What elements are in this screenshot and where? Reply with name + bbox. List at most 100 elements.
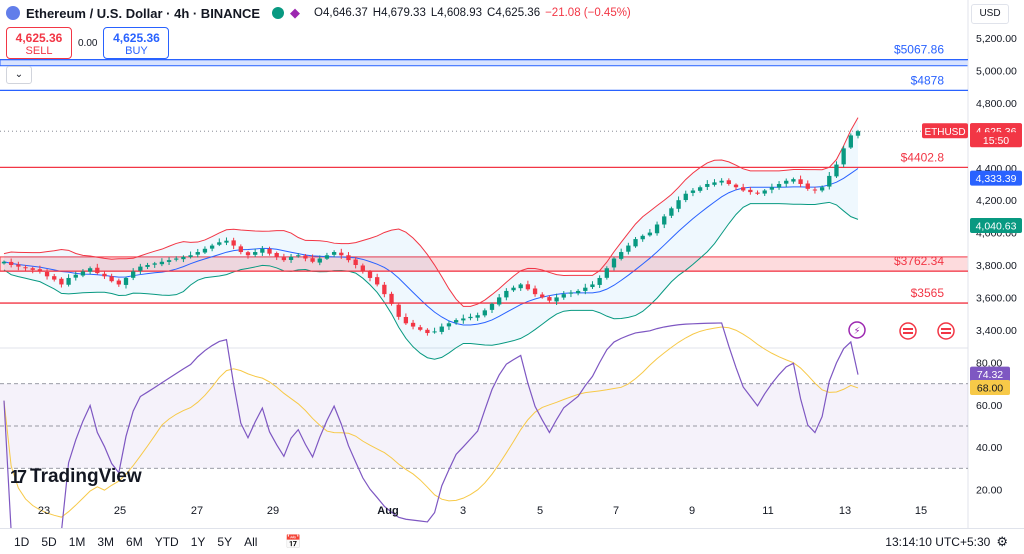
spread-value: 0.00 bbox=[78, 37, 98, 49]
price-axis: 5,200.005,000.004,800.004,600.004,400.00… bbox=[976, 33, 1017, 496]
range-5y[interactable]: 5Y bbox=[217, 534, 233, 549]
ohlc-values: O4,646.37 H4,679.33 L4,608.93 C4,625.36 … bbox=[314, 7, 631, 19]
time-tick: 13 bbox=[839, 505, 851, 517]
buy-price: 4,625.36 bbox=[113, 31, 160, 45]
candle-body bbox=[152, 263, 157, 265]
level-label-2: $4402.8 bbox=[901, 150, 945, 164]
candle-body bbox=[827, 175, 832, 187]
tradingview-logo: 17 TradingView bbox=[10, 466, 142, 488]
candle-body bbox=[274, 253, 279, 257]
level-label-4: $3565 bbox=[911, 286, 945, 300]
price-badge-bg-3 bbox=[970, 170, 1022, 186]
candle-body bbox=[461, 318, 466, 321]
candle-body bbox=[748, 189, 753, 193]
price-badge-2: 15:50 bbox=[983, 135, 1009, 147]
bollinger-bands bbox=[3, 117, 859, 360]
candle-body bbox=[798, 179, 803, 184]
candle-body bbox=[561, 294, 566, 298]
time-tick: 23 bbox=[38, 505, 50, 517]
trade-panel: 4,625.36 SELL 0.00 4,625.36 BUY bbox=[6, 27, 170, 59]
bb-upper bbox=[3, 117, 859, 307]
candle-body bbox=[819, 187, 825, 191]
sell-price: 4,625.36 bbox=[15, 31, 63, 45]
bb-fill bbox=[4, 117, 858, 360]
collapse-chevron-icon[interactable]: ⌄ bbox=[6, 66, 32, 84]
candle-body bbox=[253, 252, 258, 255]
candle-body bbox=[568, 292, 574, 294]
candle-body bbox=[705, 184, 710, 187]
logo-text: TradingView bbox=[30, 466, 142, 487]
time-tick: 11 bbox=[762, 505, 773, 517]
candle-body bbox=[195, 252, 200, 255]
bottom-toolbar: 1D 5D 1M 3M 6M YTD 1Y 5Y All 📅 13:14:10 … bbox=[0, 528, 1024, 554]
candle-body bbox=[296, 255, 301, 257]
buy-button[interactable]: 4,625.36 BUY bbox=[103, 27, 170, 59]
range-3m[interactable]: 3M bbox=[97, 534, 115, 549]
candle-body bbox=[690, 190, 696, 193]
range-5d[interactable]: 5D bbox=[41, 534, 57, 549]
candle-body bbox=[791, 179, 796, 182]
price-badge-3: 4,333.39 bbox=[976, 173, 1017, 185]
candle-body bbox=[288, 256, 294, 260]
indicator-share-icon[interactable]: ◆ bbox=[290, 5, 301, 20]
candle-body bbox=[410, 322, 416, 327]
time-tick: 29 bbox=[267, 505, 279, 517]
clock-readout[interactable]: 13:14:10 UTC+5:30 bbox=[885, 534, 991, 549]
rsi-badge-bg-0 bbox=[970, 366, 1010, 382]
candle-body bbox=[425, 329, 430, 334]
gear-icon[interactable]: ⚙ bbox=[996, 533, 1008, 549]
price-tick: 5,200.00 bbox=[976, 33, 1017, 45]
candle-body bbox=[389, 293, 394, 304]
candle-body bbox=[504, 290, 509, 298]
bb-lower bbox=[3, 201, 859, 360]
price-tick: 5,000.00 bbox=[976, 66, 1017, 78]
time-axis: 23 25 27 29 Aug 3 5 7 9 11 13 15 bbox=[38, 505, 927, 517]
candle-body bbox=[159, 261, 165, 265]
candle-body bbox=[518, 284, 523, 289]
candle-body bbox=[676, 200, 681, 209]
candle-body bbox=[317, 258, 322, 263]
candle-body bbox=[654, 224, 660, 234]
currency-selector[interactable]: USD bbox=[971, 4, 1009, 24]
rsi-badge-0: 74.32 bbox=[977, 369, 1003, 381]
time-tick: 3 bbox=[460, 505, 466, 517]
candle-body bbox=[87, 268, 93, 272]
candle-body bbox=[590, 284, 595, 288]
range-all[interactable]: All bbox=[244, 534, 258, 549]
symbol-title[interactable]: Ethereum / U.S. Dollar · 4h · BINANCE bbox=[26, 5, 261, 21]
flag-stripe bbox=[903, 332, 913, 334]
range-1m[interactable]: 1M bbox=[68, 534, 86, 549]
flag-stripe bbox=[941, 332, 951, 334]
price-chart[interactable]: $5067.86 $4878 $4402.8 $3762.34 $3565 5,200.… bbox=[0, 0, 1024, 528]
candle-body bbox=[145, 265, 150, 267]
low-value: L4,608.93 bbox=[430, 7, 483, 19]
candle-body bbox=[697, 187, 703, 191]
candle-body bbox=[633, 239, 638, 247]
market-open-icon bbox=[272, 7, 285, 19]
range-1d[interactable]: 1D bbox=[14, 534, 30, 549]
range-ytd[interactable]: YTD bbox=[154, 534, 179, 549]
us-flag-event-icon bbox=[937, 322, 955, 340]
calendar-icon[interactable]: 📅 bbox=[285, 533, 302, 549]
candle-body bbox=[583, 287, 588, 291]
sell-button[interactable]: 4,625.36 SELL bbox=[6, 27, 72, 59]
candle-body bbox=[181, 256, 186, 260]
candle-body bbox=[339, 252, 344, 256]
candle-body bbox=[66, 277, 71, 285]
event-icons[interactable]: ⚡ bbox=[848, 321, 955, 340]
candle-body bbox=[511, 287, 516, 291]
range-6m[interactable]: 6M bbox=[126, 534, 143, 549]
candle-body bbox=[776, 184, 782, 188]
rsi-line bbox=[3, 322, 859, 528]
candle-body bbox=[174, 258, 179, 260]
candle-layer bbox=[1, 129, 861, 336]
candle-body bbox=[726, 180, 731, 184]
candle-body bbox=[784, 180, 789, 184]
candle-body bbox=[123, 277, 129, 285]
buy-label: BUY bbox=[125, 45, 148, 57]
candle-body bbox=[52, 276, 57, 280]
candle-body bbox=[59, 278, 64, 285]
range-1y[interactable]: 1Y bbox=[190, 534, 206, 549]
candle-body bbox=[712, 182, 717, 185]
price-tick: 3,400.00 bbox=[976, 325, 1017, 337]
